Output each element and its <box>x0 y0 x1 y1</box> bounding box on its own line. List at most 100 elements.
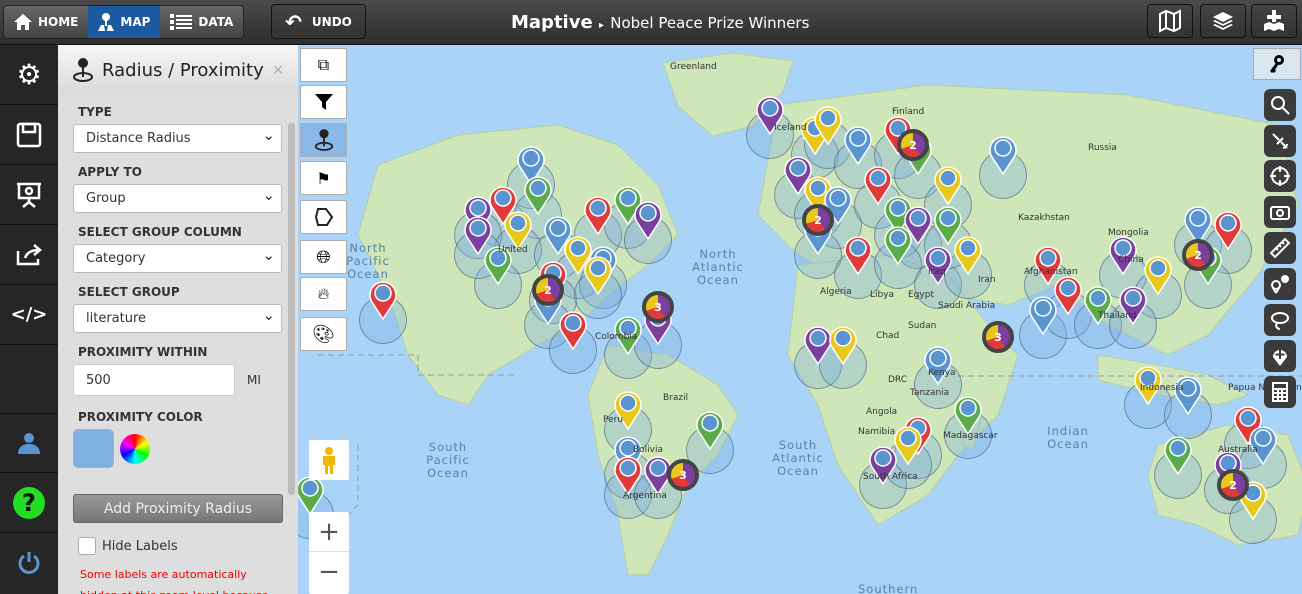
measure-tool[interactable] <box>1264 232 1296 264</box>
map-marker[interactable] <box>1144 255 1172 295</box>
presentation-button[interactable] <box>0 165 58 225</box>
map-marker[interactable] <box>1084 285 1112 325</box>
map-marker[interactable] <box>804 175 832 215</box>
map-marker[interactable] <box>1029 295 1057 335</box>
marker-cluster[interactable]: 2 <box>1217 469 1249 501</box>
marker-cluster[interactable]: 3 <box>982 321 1014 353</box>
add-proximity-radius-button[interactable]: Add Proximity Radius <box>73 494 283 523</box>
map-marker[interactable] <box>614 185 642 225</box>
screenshot-tool[interactable] <box>1264 196 1296 228</box>
map-marker[interactable] <box>298 475 324 515</box>
map-marker[interactable] <box>634 200 662 240</box>
map-marker[interactable] <box>1249 425 1277 465</box>
map-marker[interactable] <box>804 325 832 365</box>
search-tool[interactable] <box>1264 89 1296 121</box>
map-marker[interactable] <box>884 225 912 265</box>
map-style-button[interactable] <box>1147 4 1193 38</box>
group-select[interactable]: literature <box>73 304 282 333</box>
map-marker[interactable] <box>844 125 872 165</box>
map-marker[interactable] <box>924 345 952 385</box>
map-marker[interactable] <box>954 235 982 275</box>
map-marker[interactable] <box>504 210 532 250</box>
layers-button[interactable] <box>1200 4 1246 38</box>
share-button[interactable] <box>0 225 58 285</box>
map-marker[interactable] <box>1119 285 1147 325</box>
add-marker-tool[interactable] <box>1264 340 1296 372</box>
marker-cluster[interactable]: 2 <box>532 274 564 306</box>
lasso-tool[interactable] <box>1264 304 1296 336</box>
map-marker[interactable] <box>844 235 872 275</box>
embed-button[interactable]: </> <box>0 285 58 345</box>
marker-cluster[interactable]: 2 <box>802 204 834 236</box>
data-button[interactable]: DATA <box>160 6 244 38</box>
map-marker[interactable] <box>1054 275 1082 315</box>
locate-tool[interactable] <box>1264 160 1296 192</box>
map-marker[interactable] <box>696 410 724 450</box>
map-marker[interactable] <box>564 235 592 275</box>
tool-boundaries[interactable]: 🌐︎ <box>300 240 347 274</box>
map-marker[interactable] <box>904 205 932 245</box>
map-marker[interactable] <box>584 255 612 295</box>
map-marker[interactable] <box>614 435 642 475</box>
map-marker[interactable] <box>614 315 642 355</box>
marker-cluster[interactable]: 2 <box>1182 239 1214 271</box>
type-select[interactable]: Distance Radius <box>73 124 282 153</box>
logout-button[interactable] <box>0 533 58 593</box>
street-view-button[interactable] <box>309 440 349 480</box>
zoom-out-button[interactable]: − <box>318 557 340 587</box>
map-marker[interactable] <box>1164 435 1192 475</box>
map-marker[interactable] <box>489 185 517 225</box>
settings-button[interactable]: ⚙ <box>0 45 58 105</box>
tool-filter[interactable] <box>300 85 347 119</box>
map-marker[interactable] <box>934 205 962 245</box>
color-wheel-icon[interactable] <box>120 433 150 464</box>
map-marker[interactable] <box>869 445 897 485</box>
map-marker[interactable] <box>784 155 812 195</box>
proximity-distance-input[interactable]: 500 <box>73 364 235 396</box>
map-marker[interactable] <box>989 135 1017 175</box>
map-marker[interactable] <box>369 280 397 320</box>
marker-cluster[interactable]: 2 <box>897 129 929 161</box>
map-marker[interactable] <box>584 195 612 235</box>
panel-scrollbar[interactable] <box>288 123 295 495</box>
map-canvas[interactable]: 2 2 2 3 3 2 2 3 Greenland Finland Russia Kazakhsta… <box>298 45 1302 594</box>
marker-cluster[interactable]: 3 <box>642 291 674 323</box>
map-marker[interactable] <box>464 195 492 235</box>
hide-labels-checkbox[interactable] <box>78 537 96 555</box>
tool-heatmap[interactable]: 🔥︎ <box>300 277 347 311</box>
map-marker[interactable] <box>824 185 852 225</box>
help-button[interactable]: ? <box>0 473 58 533</box>
satellite-tool[interactable] <box>1264 125 1296 157</box>
map-marker[interactable] <box>464 215 492 255</box>
home-button[interactable]: HOME <box>4 6 89 38</box>
map-marker[interactable] <box>954 395 982 435</box>
route-tool[interactable] <box>1264 268 1296 300</box>
map-marker[interactable] <box>544 215 572 255</box>
tool-route[interactable]: ⚑ <box>300 161 347 195</box>
map-marker[interactable] <box>884 195 912 235</box>
map-marker[interactable] <box>614 455 642 495</box>
map-marker[interactable] <box>829 325 857 365</box>
close-panel-button[interactable]: × <box>272 62 284 78</box>
map-marker[interactable] <box>559 310 587 350</box>
zoom-in-button[interactable]: + <box>309 512 349 552</box>
map-marker[interactable] <box>524 175 552 215</box>
map-marker[interactable] <box>1234 405 1262 445</box>
map-marker[interactable] <box>1214 210 1242 250</box>
map-marker[interactable] <box>484 245 512 285</box>
map-marker[interactable] <box>1034 245 1062 285</box>
tool-shapes[interactable]: ⧉ <box>300 48 347 82</box>
map-button[interactable]: MAP <box>88 6 161 38</box>
map-marker[interactable] <box>1174 375 1202 415</box>
apply-to-select[interactable]: Group <box>73 184 282 213</box>
tool-territory[interactable] <box>300 200 347 234</box>
map-marker[interactable] <box>814 105 842 145</box>
map-marker[interactable] <box>1134 365 1162 405</box>
map-marker[interactable] <box>894 425 922 465</box>
undo-button[interactable]: ↶ UNDO <box>271 4 366 39</box>
map-marker[interactable] <box>924 245 952 285</box>
map-marker[interactable] <box>756 95 784 135</box>
map-marker[interactable] <box>614 390 642 430</box>
tool-colors[interactable]: 🎨︎ <box>300 317 347 351</box>
marker-cluster[interactable]: 3 <box>667 459 699 491</box>
